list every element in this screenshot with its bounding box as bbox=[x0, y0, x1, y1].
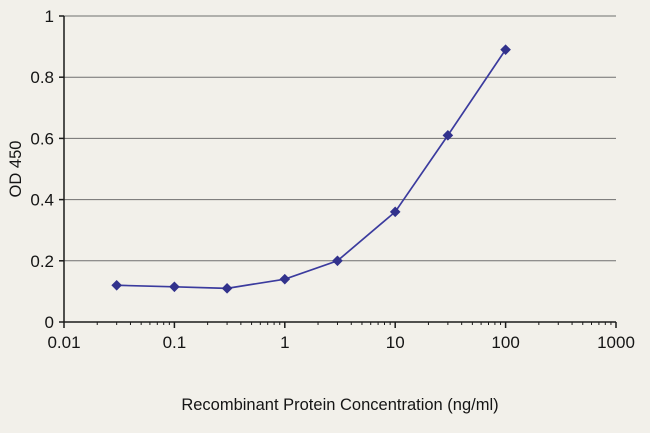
y-tick-label: 0.8 bbox=[30, 68, 54, 87]
data-point-marker bbox=[500, 44, 511, 55]
x-tick-label: 0.01 bbox=[47, 333, 80, 352]
y-tick-label: 0.6 bbox=[30, 129, 54, 148]
x-tick-label: 1 bbox=[280, 333, 289, 352]
data-point-marker bbox=[169, 281, 180, 293]
gridlines bbox=[64, 15, 616, 262]
x-axis-label: Recombinant Protein Concentration (ng/ml… bbox=[181, 396, 498, 414]
y-tick-label: 0 bbox=[45, 313, 54, 332]
axes bbox=[59, 15, 617, 328]
data-series-line bbox=[111, 44, 511, 294]
data-point-marker bbox=[442, 130, 454, 141]
data-point-marker bbox=[221, 283, 233, 294]
y-tick-label: 0.4 bbox=[30, 191, 54, 210]
x-tick-label: 10 bbox=[386, 333, 405, 352]
y-tick-label: 1 bbox=[45, 7, 54, 26]
data-point-marker bbox=[332, 255, 343, 267]
x-tick-label: 0.1 bbox=[163, 333, 187, 352]
x-tick-label: 1000 bbox=[597, 333, 635, 352]
tick-labels: 0 0.2 0.4 0.6 0.8 1 0.01 0.1 1 10 100 1000 bbox=[30, 7, 635, 352]
y-axis-label: OD 450 bbox=[7, 141, 25, 198]
y-tick-label: 0.2 bbox=[30, 252, 54, 271]
x-tick-label: 100 bbox=[491, 333, 519, 352]
data-point-marker bbox=[389, 206, 401, 218]
data-point-marker bbox=[279, 273, 291, 285]
data-point-marker bbox=[111, 279, 122, 291]
